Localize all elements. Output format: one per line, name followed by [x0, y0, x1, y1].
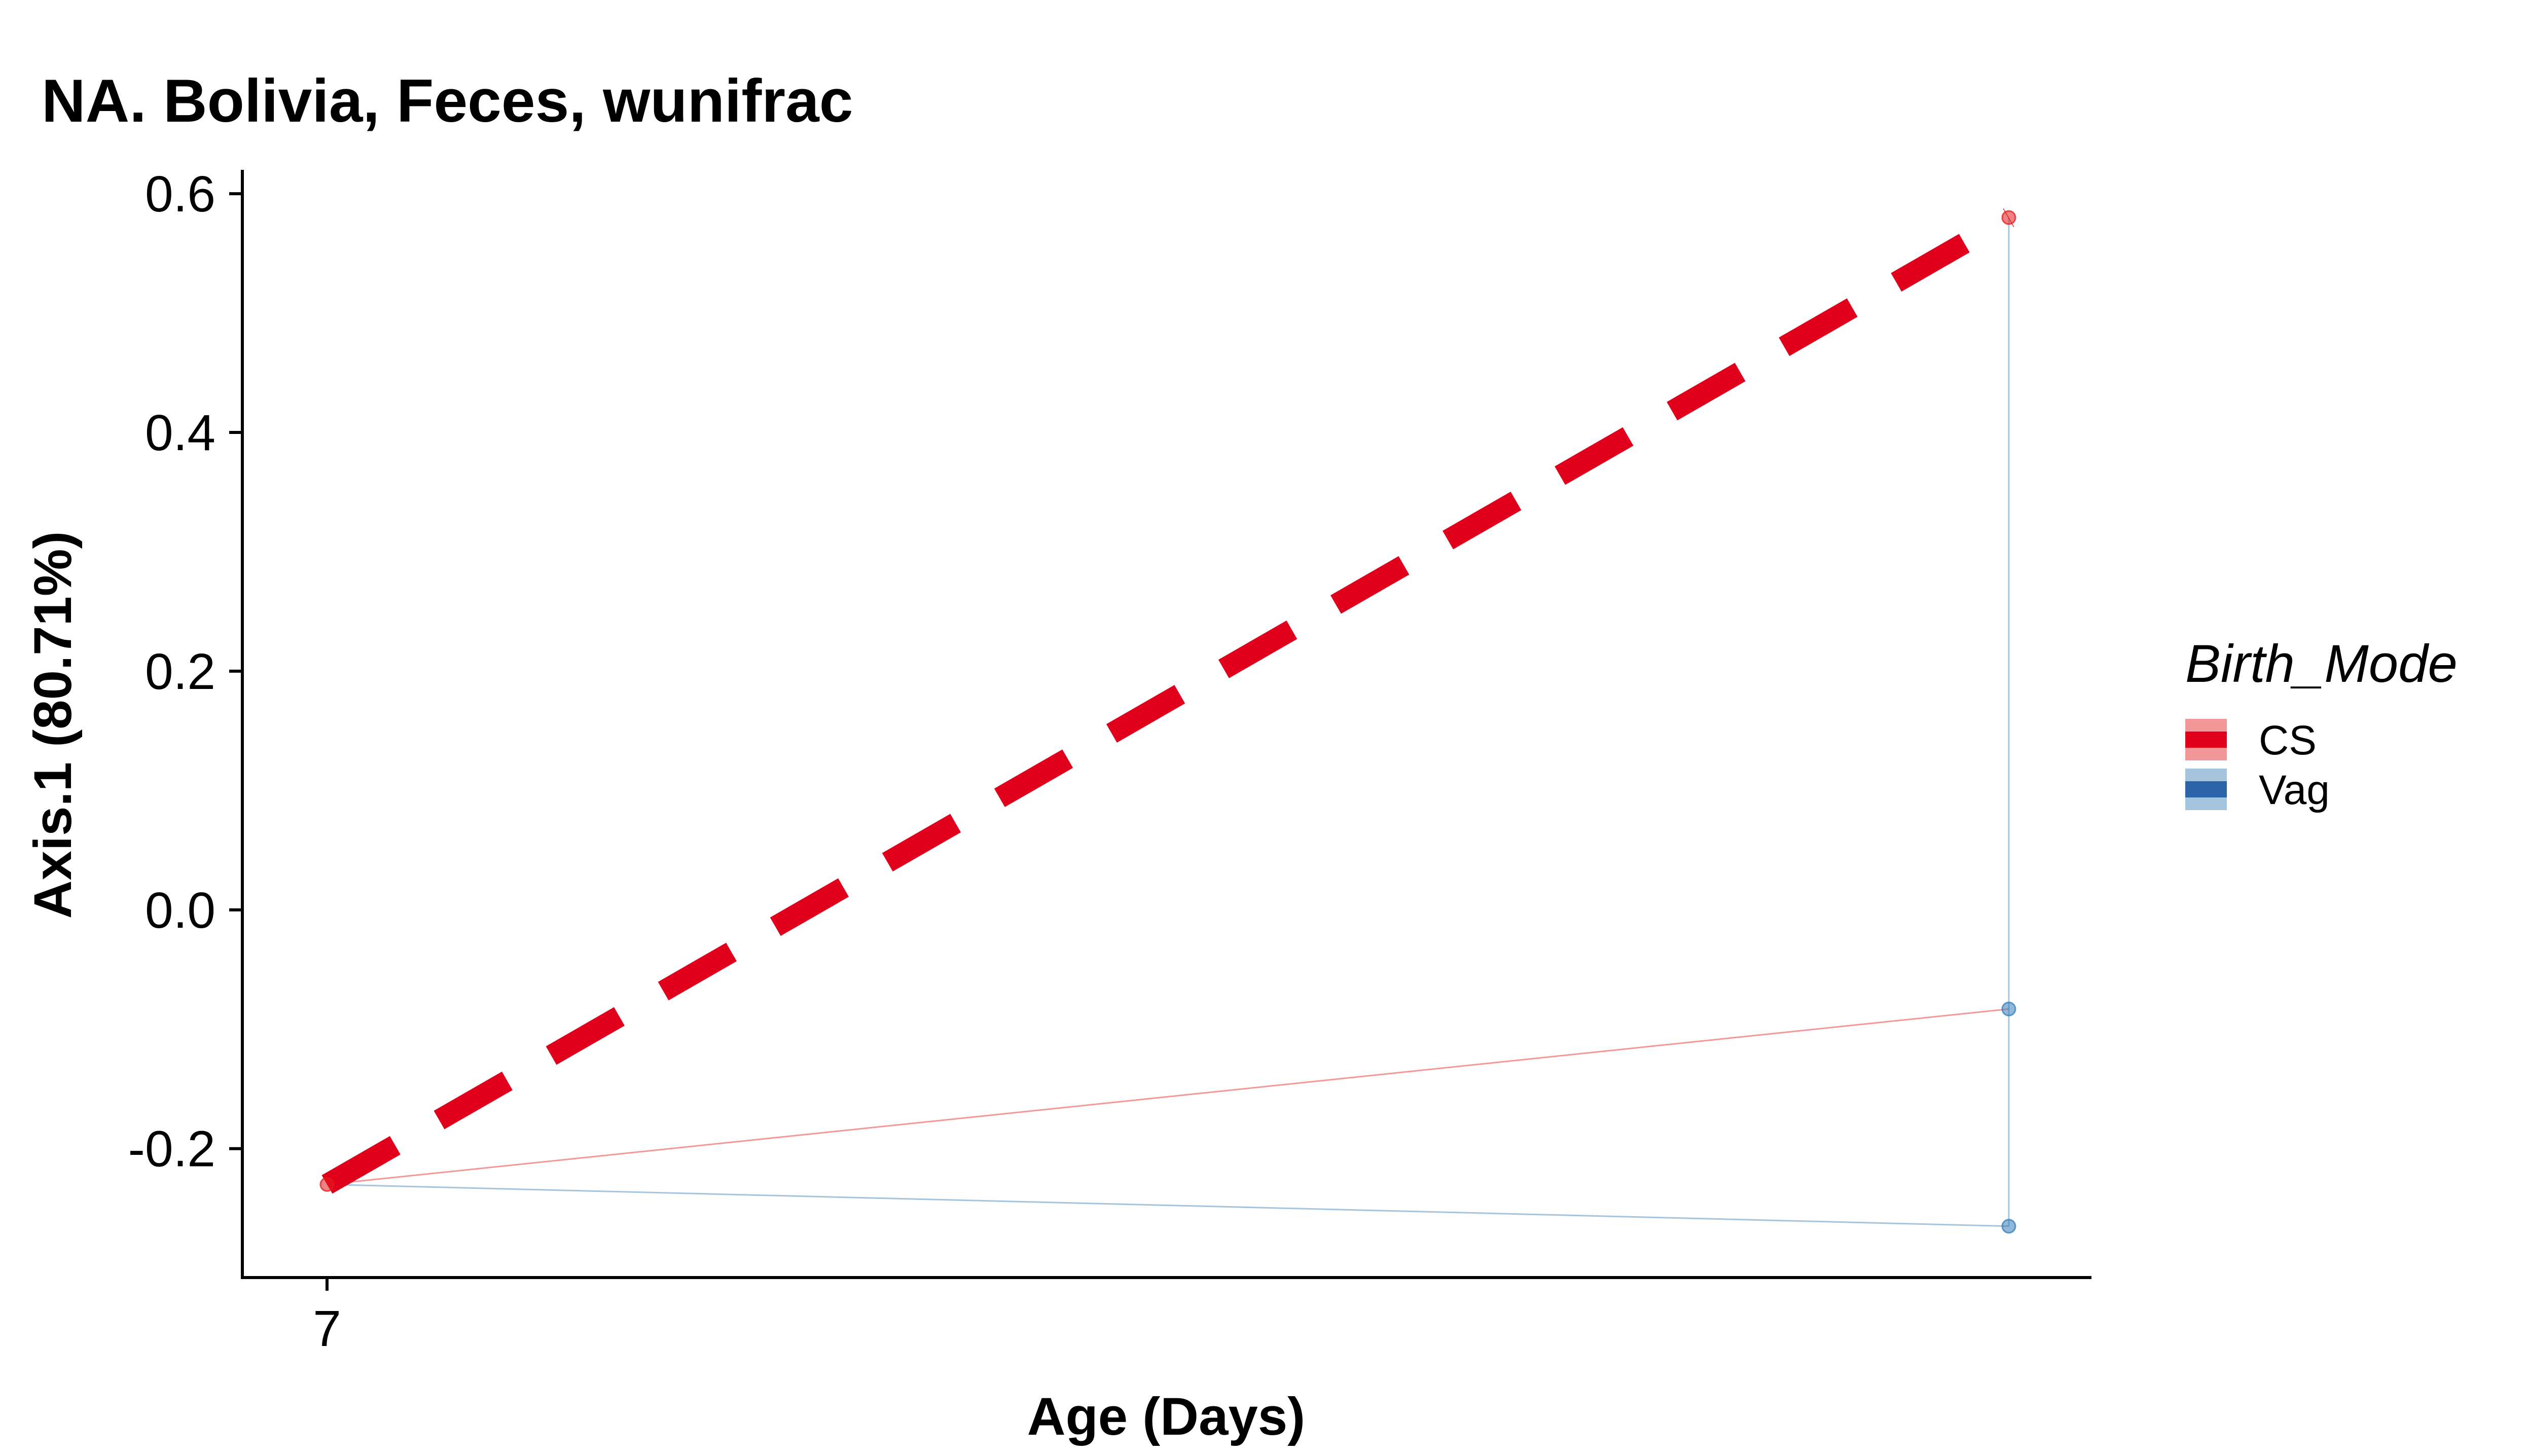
legend-key-line-vag [2185, 781, 2227, 797]
x-tick-label: 7 [313, 1300, 341, 1357]
data-point-cs [2001, 210, 2016, 225]
data-point-vag [2001, 1001, 2016, 1016]
y-tick-label: 0.2 [145, 643, 215, 700]
connector-line-vag [327, 1183, 2009, 1227]
y-tick-label: -0.2 [128, 1121, 215, 1178]
data-points [319, 210, 2016, 1234]
thin-lines [327, 217, 2010, 1227]
data-point-vag [2001, 1219, 2016, 1234]
y-tick-label: 0.6 [145, 166, 215, 223]
legend-label-cs: CS [2259, 717, 2317, 763]
connector-line-cs [327, 1008, 2009, 1185]
y-tick-label: 0.4 [145, 405, 215, 461]
trend-lines [321, 208, 2014, 1194]
x-axis-ticks: 7 [313, 1278, 341, 1357]
x-axis-title: Age (Days) [1027, 1387, 1305, 1446]
data-point-cs [319, 1177, 335, 1192]
y-axis-ticks: -0.2 0.0 0.2 0.4 0.6 [128, 166, 242, 1178]
y-tick-label: 0.0 [145, 882, 215, 939]
y-axis-title: Axis.1 (80.71%) [23, 531, 83, 919]
legend-title: Birth_Mode [2185, 634, 2458, 694]
plot-area [319, 208, 2016, 1234]
chart-title: NA. Bolivia, Feces, wunifrac [42, 67, 853, 135]
legend-label-vag: Vag [2259, 767, 2330, 813]
legend-key-line-cs [2185, 732, 2227, 748]
trend-line-cs [321, 208, 2014, 1194]
